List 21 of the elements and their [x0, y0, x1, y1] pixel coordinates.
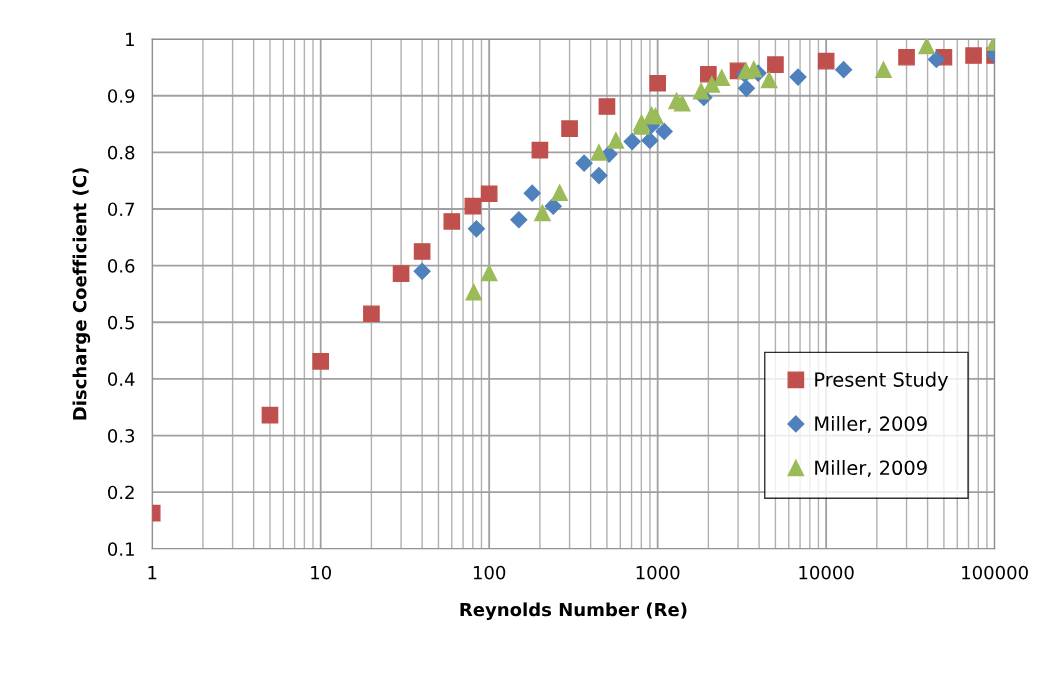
legend-label: Miller, 2009 — [815, 415, 927, 433]
y-tick-label: 1 — [126, 32, 134, 46]
y-tick-label: 0.8 — [108, 145, 135, 160]
y-tick-label: 0.6 — [108, 259, 135, 273]
y-tick-label: 0.1 — [108, 542, 134, 556]
x-tick-label: 10 — [311, 565, 331, 580]
legend-label: Miller, 2009 — [815, 460, 927, 478]
x-axis-title: Reynolds Number (Re) — [460, 602, 687, 620]
x-tick-label: 10000 — [799, 565, 854, 580]
x-tick-label: 1000 — [636, 565, 680, 580]
x-tick-label: 100000 — [962, 565, 1028, 580]
y-tick-label: 0.5 — [108, 315, 134, 330]
y-tick-label: 0.4 — [108, 372, 135, 387]
legend-label: Present Study — [815, 371, 949, 391]
y-tick-label: 0.9 — [108, 89, 135, 103]
x-tick-label: 100 — [473, 565, 506, 580]
y-tick-label: 0.7 — [108, 202, 134, 217]
y-axis-title: Discharge Coefficient (C) — [72, 168, 91, 420]
y-tick-label: 0.3 — [108, 428, 135, 443]
y-tick-label: 0.2 — [108, 485, 134, 500]
x-tick-label: 1 — [148, 566, 157, 580]
